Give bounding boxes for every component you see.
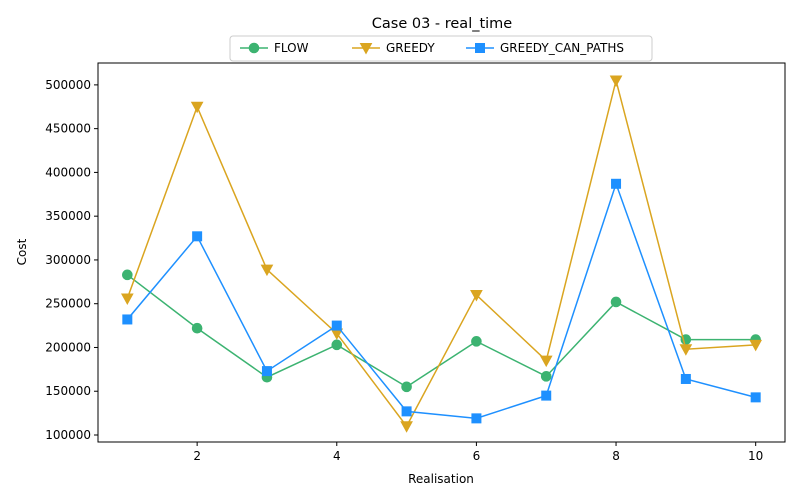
data-point xyxy=(541,390,552,401)
y-tick-label: 500000 xyxy=(45,78,91,92)
data-point xyxy=(610,296,622,308)
series-layer xyxy=(120,75,763,433)
data-point xyxy=(539,355,553,368)
data-point xyxy=(471,336,482,347)
data-point xyxy=(400,421,413,433)
data-point xyxy=(261,366,272,377)
legend-swatch-marker xyxy=(248,42,260,54)
x-tick-label: 4 xyxy=(333,449,341,463)
legend-entry: GREEDY xyxy=(352,41,435,55)
chart-title: Case 03 - real_time xyxy=(372,16,513,32)
legend-box xyxy=(229,35,653,62)
data-point xyxy=(540,371,552,382)
data-point xyxy=(401,406,412,417)
data-point xyxy=(749,339,763,352)
legend-label: GREEDY xyxy=(386,41,435,55)
data-point xyxy=(122,314,133,325)
y-tick-label: 150000 xyxy=(45,384,91,398)
data-point xyxy=(260,264,274,277)
x-tick-label: 10 xyxy=(748,449,763,463)
series-greedy-can-paths xyxy=(122,178,761,424)
legend-entry: GREEDY_CAN_PATHS xyxy=(466,41,624,55)
series-line xyxy=(126,181,756,420)
plot-area xyxy=(97,62,786,443)
y-axis-label: Cost xyxy=(15,238,29,265)
x-tick-label: 6 xyxy=(473,449,481,463)
data-point xyxy=(192,231,203,242)
legend-swatch-marker xyxy=(475,43,485,53)
y-tick-label: 200000 xyxy=(45,340,91,354)
y-tick-label: 250000 xyxy=(45,297,91,311)
y-tick-label: 350000 xyxy=(45,209,91,223)
x-tick-label: 8 xyxy=(612,449,620,463)
x-axis-label: Realisation xyxy=(408,472,474,486)
x-axis-ticks: 2 4 6 8 10 xyxy=(193,442,763,463)
data-point xyxy=(331,339,343,351)
legend-label: GREEDY_CAN_PATHS xyxy=(500,41,624,55)
data-point xyxy=(331,320,342,331)
series-greedy xyxy=(120,75,763,433)
y-tick-label: 100000 xyxy=(45,428,91,442)
data-point xyxy=(191,322,203,334)
legend: FLOW GREEDY GREEDY_CAN_PATHS xyxy=(229,35,653,62)
data-point xyxy=(611,178,622,189)
data-point xyxy=(679,344,693,356)
y-tick-label: 400000 xyxy=(45,165,91,179)
series-flow xyxy=(122,269,761,393)
y-tick-label: 300000 xyxy=(45,253,91,267)
data-point xyxy=(122,269,133,281)
data-point xyxy=(609,75,623,88)
x-tick-label: 2 xyxy=(193,449,201,463)
data-point xyxy=(750,392,761,403)
data-point xyxy=(470,289,483,302)
series-line xyxy=(126,80,756,428)
series-line xyxy=(126,274,756,388)
data-point xyxy=(120,293,134,305)
y-tick-label: 450000 xyxy=(45,122,91,136)
plot-frame xyxy=(97,62,786,443)
legend-swatch-marker xyxy=(359,43,373,55)
data-point xyxy=(401,381,412,393)
legend-entry: FLOW xyxy=(240,41,309,55)
data-point xyxy=(471,413,482,424)
legend-label: FLOW xyxy=(274,41,309,55)
data-point xyxy=(190,101,204,114)
data-point xyxy=(680,373,691,384)
y-axis-ticks: 100000 150000 200000 250000 300000 350000 4000… xyxy=(45,78,98,442)
